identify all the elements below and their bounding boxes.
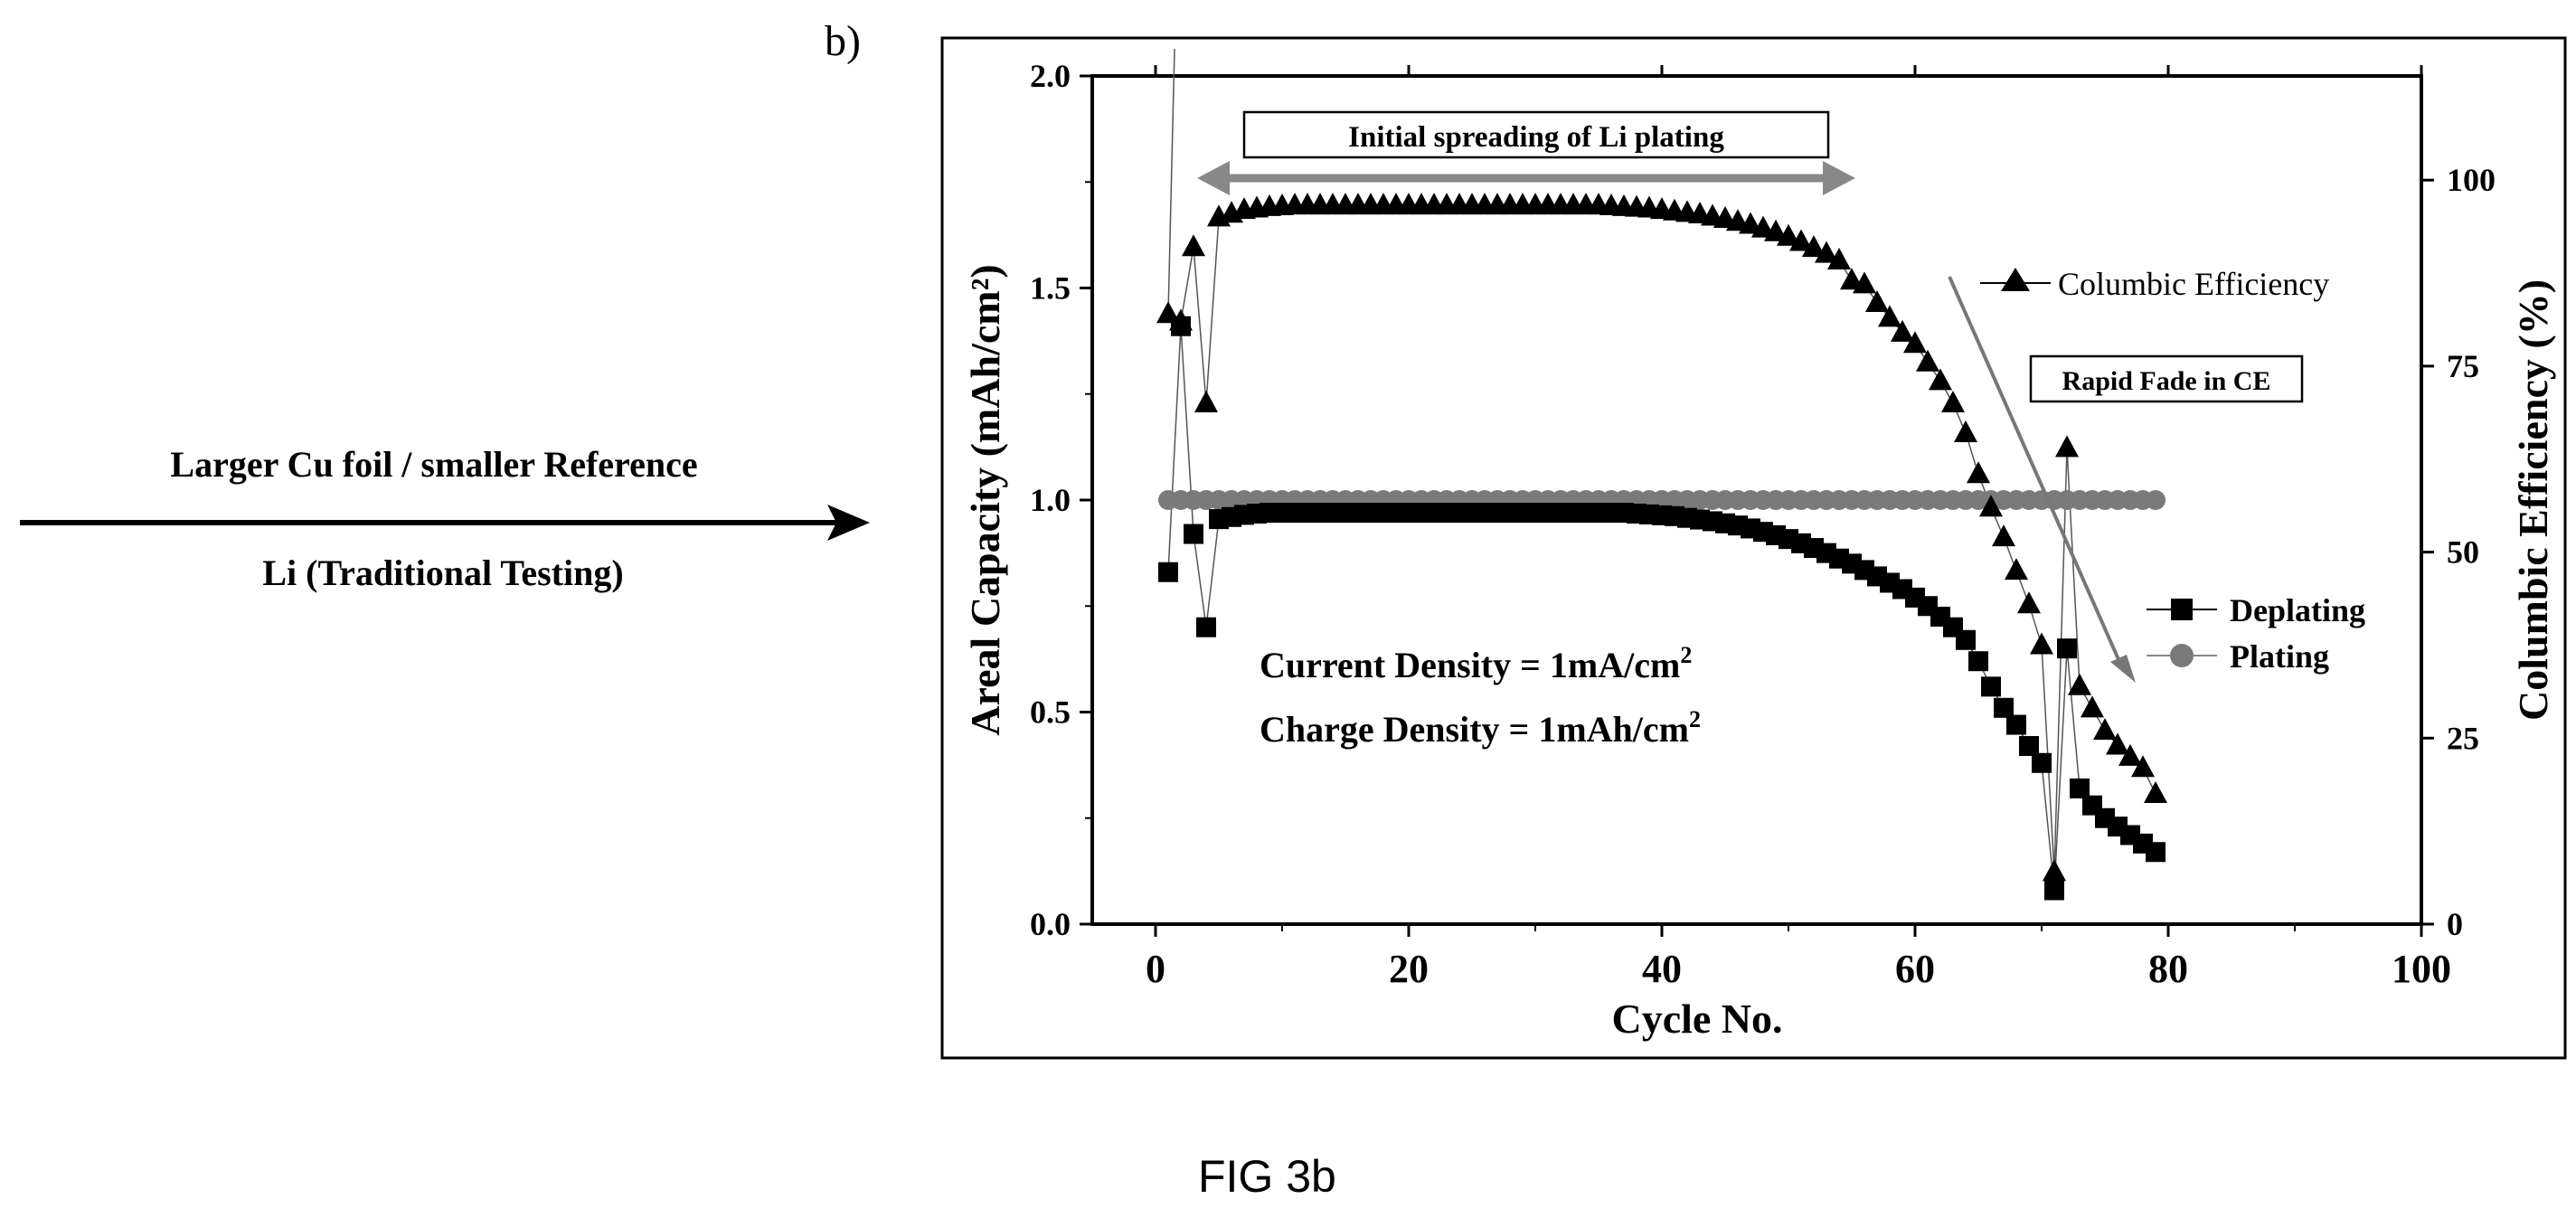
axis-tick-labels: 0 20 40 60 80 100 0.0 0.5 1.0 1.5 2.0 0 25 50 75 100	[1030, 58, 2496, 991]
ce-point	[1878, 305, 1901, 327]
ce-point	[1789, 229, 1813, 251]
ce-point	[1916, 349, 1939, 372]
ce-point	[1967, 461, 1990, 484]
ce-point	[2030, 632, 2053, 655]
ce-point	[2144, 781, 2167, 804]
ce-point	[1815, 241, 1838, 263]
ce-point	[2043, 859, 2066, 882]
deplating-series	[1158, 316, 2166, 901]
chart-frame	[940, 36, 2567, 1060]
ce-point	[1891, 319, 1914, 342]
ce-point	[1992, 524, 2015, 547]
legend-deplating-label: Deplating	[2230, 592, 2365, 628]
deplating-point	[2032, 752, 2052, 773]
deplating-point	[2070, 778, 2090, 798]
ce-point	[1169, 308, 1193, 331]
y-right-tick-label: 75	[2447, 348, 2479, 384]
y-left-axis-label: Areal Capacity (mAh/cm²)	[962, 264, 1008, 735]
ce-point	[1156, 301, 1180, 324]
charge-density-text: Charge Density = 1mAh/cm2	[1260, 706, 1701, 750]
x-axis-label: Cycle No.	[1611, 996, 1782, 1042]
y-left-tick-label: 2.0	[1030, 58, 1071, 94]
x-tick-label: 40	[1642, 947, 1682, 991]
ce-point	[2017, 591, 2041, 614]
fade-arrow	[1948, 276, 2136, 683]
deplating-point	[2044, 880, 2064, 901]
legend-plating-marker	[2170, 644, 2194, 667]
ce-point	[2118, 743, 2142, 766]
y-right-tick-label: 50	[2447, 534, 2479, 571]
legend-deplating: Deplating	[2147, 592, 2365, 628]
y-left-tick-label: 0.5	[1030, 694, 1071, 731]
x-tick-label: 80	[2148, 947, 2188, 991]
x-tick-label: 0	[1146, 947, 1165, 991]
ce-series	[1156, 193, 2167, 882]
ce-point	[2093, 718, 2117, 741]
left-arrow	[20, 505, 870, 541]
ce-point	[1903, 331, 1927, 354]
ce-point	[1979, 495, 2003, 517]
ce-point	[1827, 248, 1851, 270]
ce-point	[2106, 732, 2129, 755]
legend-ce-label: Columbic Efficiency	[2058, 266, 2329, 302]
plating-point	[2146, 490, 2166, 510]
ce-point	[1182, 234, 1205, 257]
deplating-point	[1956, 629, 1976, 650]
y-left-tick-label: 1.5	[1030, 270, 1071, 307]
ce-point	[2055, 435, 2079, 458]
fade-label-box	[2029, 354, 2304, 403]
y-right-axis-label: Columbic Efficiency (%)	[2510, 279, 2556, 721]
legend-ce-marker	[2001, 268, 2030, 291]
ce-point	[1194, 391, 1218, 413]
ce-point	[1802, 235, 1826, 258]
axis-ticks	[1080, 65, 2434, 937]
ce-point	[1853, 271, 1876, 294]
spreading-double-arrow	[1197, 161, 1855, 195]
ce-point	[1954, 420, 1977, 442]
ce-point	[1777, 223, 1800, 246]
left-annotation-line1: Larger Cu foil / smaller Reference	[170, 444, 698, 485]
deplating-point	[2057, 638, 2077, 659]
figure-caption: FIG 3b	[1198, 1151, 1336, 1202]
legend-ce: Columbic Efficiency	[1980, 266, 2329, 302]
y-right-tick-label: 0	[2447, 906, 2463, 942]
deplating-point	[1981, 676, 2001, 697]
deplating-point	[1158, 562, 1178, 582]
ce-point	[2005, 558, 2028, 581]
x-tick-label: 20	[1389, 947, 1429, 991]
spreading-label-box	[1242, 110, 1830, 159]
deplating-point	[1994, 697, 2014, 718]
ce-point	[2081, 695, 2104, 718]
x-tick-label: 100	[2392, 947, 2451, 991]
ce-point	[1929, 368, 1952, 391]
legend-plating-label: Plating	[2230, 638, 2329, 675]
ce-point	[1865, 289, 1889, 312]
ce-point	[1941, 391, 1965, 413]
deplating-point	[1968, 651, 1988, 672]
y-left-tick-label: 0.0	[1030, 906, 1071, 942]
deplating-point	[1196, 617, 1216, 637]
y-left-tick-label: 1.0	[1030, 482, 1071, 518]
deplating-point	[2019, 736, 2039, 757]
left-annotation-line2: Li (Traditional Testing)	[262, 552, 624, 593]
deplating-point	[1184, 524, 1203, 544]
deplating-point	[2146, 842, 2166, 863]
deplating-point	[2006, 714, 2026, 735]
legend-plating: Plating	[2147, 638, 2329, 675]
spreading-label: Initial spreading of Li plating	[1348, 121, 1724, 154]
ce-point	[2131, 755, 2155, 778]
panel-label: b)	[825, 17, 861, 65]
current-density-text: Current Density = 1mA/cm2	[1260, 642, 1692, 685]
ce-point	[1764, 219, 1788, 241]
y-right-tick-label: 100	[2447, 162, 2496, 198]
fade-label: Rapid Fade in CE	[2062, 366, 2271, 396]
x-tick-label: 60	[1895, 947, 1935, 991]
legend-deplating-marker	[2171, 599, 2193, 620]
ce-point	[2068, 673, 2091, 695]
y-right-tick-label: 25	[2447, 720, 2479, 756]
